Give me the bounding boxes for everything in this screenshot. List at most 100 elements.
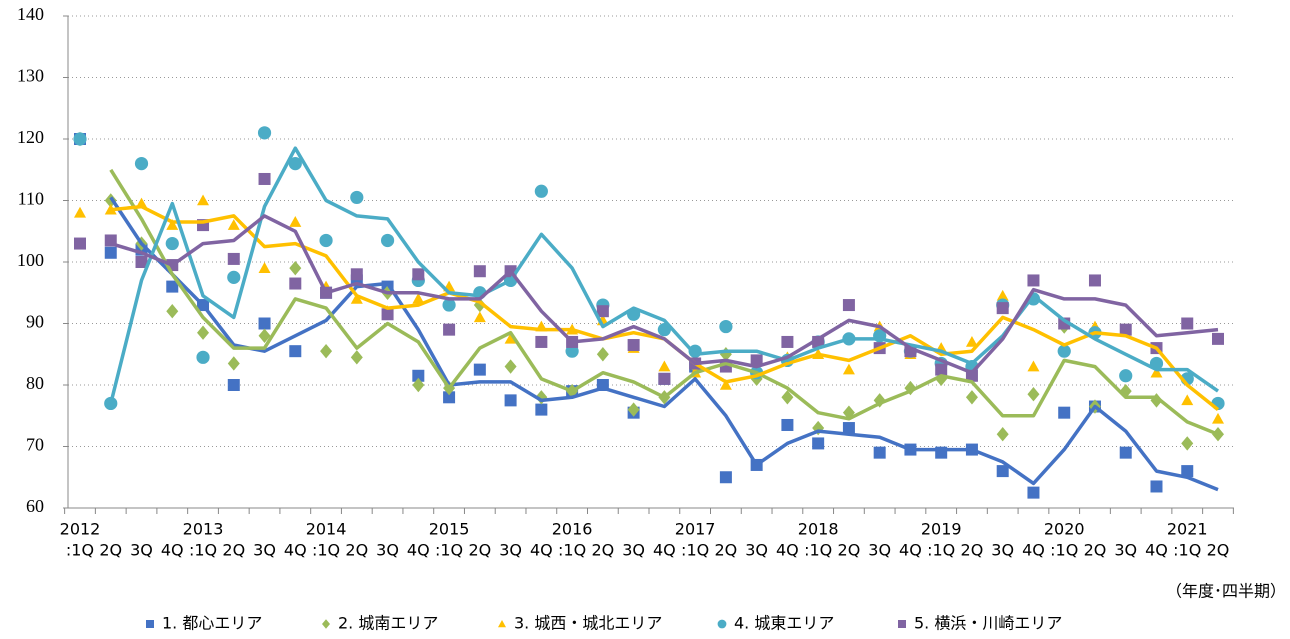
data-point: [350, 190, 364, 205]
data-point: [504, 394, 517, 407]
data-point: [781, 418, 794, 431]
data-point: [381, 308, 394, 321]
year-label: 2015: [429, 520, 470, 539]
data-point: [412, 369, 425, 382]
x-tick-label: :1Q: [681, 541, 709, 560]
x-tick-label: 2Q: [1084, 541, 1107, 560]
x-tick-label: 2Q: [99, 541, 122, 560]
legend-label: 2. 城南エリア: [338, 614, 438, 633]
data-point: [289, 216, 302, 227]
data-point: [196, 350, 210, 364]
data-point: [350, 292, 363, 304]
year-label: 2017: [675, 520, 716, 539]
x-unit-label: （年度･四半期）: [1166, 582, 1286, 601]
x-tick-label: :1Q: [1173, 541, 1201, 560]
data-point: [842, 363, 855, 375]
y-tick-label: 110: [18, 189, 44, 209]
y-tick-label: 70: [26, 435, 44, 455]
data-point: [165, 236, 179, 251]
legend-marker: [498, 620, 506, 628]
x-tick-label: 4Q: [653, 541, 676, 560]
data-point: [781, 390, 794, 405]
data-point: [996, 289, 1009, 301]
x-tick-label: 2Q: [961, 541, 984, 560]
data-point: [258, 317, 271, 330]
data-point: [166, 219, 179, 230]
data-point: [1181, 465, 1194, 478]
data-point: [257, 126, 272, 140]
data-point: [1027, 387, 1040, 402]
data-point: [135, 256, 148, 268]
year-label: 2014: [306, 520, 347, 539]
legend-label: 1. 都心エリア: [162, 614, 262, 633]
data-point: [1212, 412, 1224, 424]
data-point: [1027, 360, 1040, 372]
data-point: [227, 252, 240, 265]
x-tick-label: 4Q: [776, 541, 799, 560]
data-point: [1057, 344, 1071, 358]
x-tick-label: :1Q: [804, 541, 832, 560]
data-point: [197, 325, 210, 340]
x-tick-label: 4Q: [161, 541, 184, 560]
legend-marker: [717, 619, 727, 629]
data-point: [1027, 274, 1040, 287]
data-point: [443, 323, 456, 336]
x-tick-label: :1Q: [312, 541, 340, 560]
x-tick-label: :1Q: [1050, 541, 1078, 560]
x-tick-label: 3Q: [745, 541, 768, 560]
x-tick-label: 2Q: [591, 541, 614, 560]
data-point: [412, 292, 425, 304]
y-tick-label: 90: [26, 312, 44, 332]
x-tick-label: 2Q: [1207, 541, 1230, 560]
y-tick-label: 80: [26, 373, 44, 393]
x-tick-label: 2Q: [468, 541, 491, 560]
data-point: [781, 335, 794, 348]
data-point: [965, 390, 978, 405]
data-point: [134, 157, 149, 171]
data-point: [719, 319, 733, 334]
data-point: [812, 437, 825, 450]
year-label: 2013: [183, 520, 224, 539]
data-point: [535, 335, 548, 348]
year-label: 2020: [1044, 520, 1085, 539]
x-tick-label: 4Q: [1145, 541, 1168, 560]
data-point: [842, 299, 855, 312]
data-point: [1150, 480, 1163, 493]
data-point: [319, 233, 333, 248]
legend-label: 3. 城西・城北エリア: [514, 614, 662, 633]
x-tick-label: 3Q: [622, 541, 645, 560]
data-point: [658, 360, 671, 372]
data-point: [227, 356, 240, 371]
x-tick-label: 4Q: [899, 541, 922, 560]
data-point: [473, 311, 486, 323]
data-point: [627, 402, 640, 417]
x-tick-label: 2Q: [838, 541, 861, 560]
data-point: [473, 363, 486, 376]
data-point: [442, 298, 456, 312]
data-point: [258, 172, 271, 185]
data-point: [935, 363, 948, 376]
legend-label: 4. 城東エリア: [734, 614, 834, 633]
data-point: [1027, 486, 1040, 499]
data-point: [258, 262, 271, 273]
data-point: [719, 471, 732, 484]
x-tick-label: 3Q: [991, 541, 1014, 560]
year-label: 2018: [798, 520, 839, 539]
y-tick-label: 120: [17, 127, 44, 147]
x-tick-label: 4Q: [407, 541, 430, 560]
data-point: [627, 339, 640, 352]
data-point: [719, 379, 732, 390]
data-point: [227, 219, 240, 230]
data-point: [412, 377, 425, 393]
y-tick-label: 140: [17, 4, 44, 24]
x-tick-label: 2Q: [715, 541, 738, 560]
data-point: [380, 233, 395, 248]
data-point: [73, 132, 87, 146]
data-point: [258, 328, 271, 343]
data-point: [996, 302, 1009, 315]
trend-line: [109, 146, 1220, 404]
data-point: [473, 265, 486, 278]
x-tick-label: :1Q: [66, 541, 94, 560]
y-tick-label: 60: [26, 496, 44, 516]
